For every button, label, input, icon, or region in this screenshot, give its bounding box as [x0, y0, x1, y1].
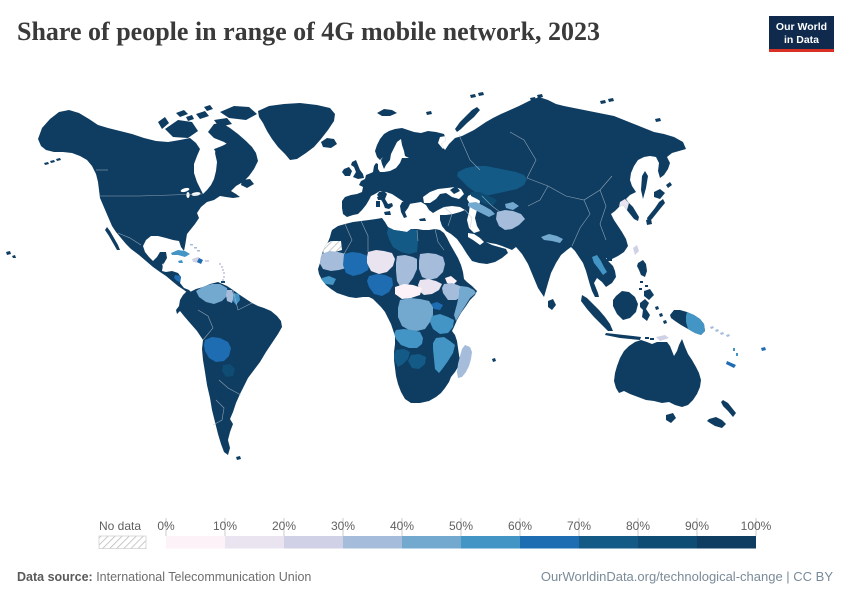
svg-text:80%: 80%	[626, 519, 650, 533]
svg-text:60%: 60%	[508, 519, 532, 533]
svg-text:40%: 40%	[390, 519, 414, 533]
svg-text:20%: 20%	[272, 519, 296, 533]
svg-text:0%: 0%	[157, 519, 175, 533]
svg-text:30%: 30%	[331, 519, 355, 533]
svg-text:No data: No data	[99, 519, 141, 533]
svg-text:50%: 50%	[449, 519, 473, 533]
svg-text:100%: 100%	[741, 519, 772, 533]
svg-text:70%: 70%	[567, 519, 591, 533]
svg-text:10%: 10%	[213, 519, 237, 533]
svg-text:90%: 90%	[685, 519, 709, 533]
